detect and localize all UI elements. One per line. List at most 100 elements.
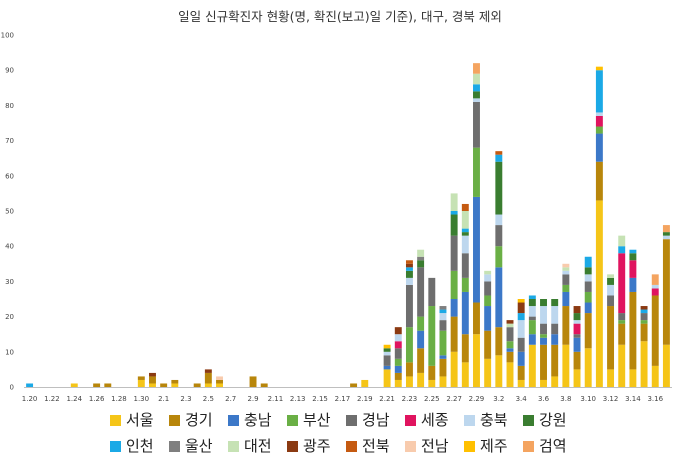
bar-segment	[417, 267, 425, 317]
bar-segment	[394, 334, 402, 342]
bar-segment	[618, 320, 626, 324]
bar-segment	[640, 323, 648, 342]
legend-swatch	[464, 415, 475, 426]
bar-segment	[450, 214, 458, 236]
bar-segment	[528, 299, 536, 307]
bar-segment	[640, 309, 648, 314]
bar-segment	[495, 225, 503, 247]
x-tick-label: 2.3	[180, 395, 191, 403]
bar-segment	[662, 239, 670, 345]
legend-label: 광주	[303, 437, 331, 455]
bar-segment	[405, 362, 413, 377]
bar-segment	[417, 372, 425, 387]
legend-label: 울산	[185, 437, 213, 455]
bar-segment	[584, 281, 592, 292]
bar-segment	[405, 267, 413, 271]
x-tick-label: 3.16	[647, 395, 663, 403]
bar-segment	[595, 133, 603, 162]
bar-segment	[461, 228, 469, 233]
x-tick-label: 2.13	[290, 395, 306, 403]
legend-swatch	[110, 441, 121, 452]
bar-segment	[405, 327, 413, 363]
bar-segment	[573, 337, 581, 352]
bar-segment	[473, 147, 480, 197]
bar-segment	[584, 302, 592, 314]
bar-segment	[383, 351, 391, 356]
bar-segment	[193, 383, 201, 387]
bar-segment	[350, 383, 358, 387]
bar-segment	[595, 115, 603, 127]
bar-segment	[540, 323, 547, 335]
bar-segment	[439, 355, 447, 359]
bar-segment	[618, 246, 626, 254]
bar-segment	[461, 334, 469, 363]
bar-segment	[439, 313, 447, 321]
bar-segment	[595, 161, 603, 201]
x-tick-label: 3.12	[603, 395, 619, 403]
x-tick-label: 1.24	[66, 395, 82, 403]
bar-segment	[137, 379, 145, 387]
bar-segment	[149, 372, 156, 377]
bar-segment	[484, 330, 492, 359]
legend-swatch	[228, 441, 239, 452]
x-tick-label: 2.17	[335, 395, 351, 403]
bar-segment	[595, 112, 603, 116]
y-tick-label: 70	[5, 137, 14, 145]
bar-segment	[461, 235, 469, 254]
bar-segment	[551, 323, 559, 335]
legend-swatch	[346, 415, 357, 426]
bar-segment	[461, 253, 469, 278]
bar-segment	[584, 348, 592, 387]
x-tick-label: 3.10	[580, 395, 596, 403]
bar-segment	[528, 316, 536, 321]
bar-segment	[540, 334, 547, 338]
legend-swatch	[169, 415, 180, 426]
bar-segment	[495, 151, 503, 155]
bar-segment	[607, 306, 615, 370]
bar-segment	[428, 379, 436, 387]
bar-segment	[562, 284, 570, 292]
bar-segment	[495, 154, 503, 162]
bar-segment	[662, 344, 670, 387]
y-tick-label: 60	[5, 172, 14, 180]
bar-segment	[495, 246, 503, 268]
bar-segment	[573, 323, 581, 335]
bar-segment	[405, 260, 413, 264]
bar-segment	[517, 337, 525, 352]
legend-label: 대전	[244, 437, 272, 455]
bar-segment	[216, 376, 223, 380]
bar-segment	[517, 379, 525, 387]
bar-segment	[450, 235, 458, 271]
bar-segment	[573, 351, 581, 370]
x-tick-label: 1.22	[44, 395, 60, 403]
bar-segment	[204, 369, 212, 373]
x-tick-label: 2.5	[203, 395, 214, 403]
legend-label: 강원	[539, 411, 567, 429]
bar-segment	[517, 351, 525, 366]
legend-swatch	[346, 441, 357, 452]
bar-segment	[484, 295, 492, 307]
bar-segment	[149, 383, 156, 387]
bar-segment	[629, 253, 637, 261]
bar-segment	[495, 161, 503, 215]
bar-segment	[361, 379, 369, 387]
x-tick-label: 2.23	[402, 395, 418, 403]
bar-segment	[417, 330, 425, 349]
bar-segment	[607, 295, 615, 307]
bar-segment	[149, 376, 156, 384]
bar-segment	[517, 313, 525, 321]
x-tick-label: 2.15	[312, 395, 328, 403]
bar-segment	[506, 323, 514, 328]
bar-segment	[517, 320, 525, 338]
bar-segment	[651, 284, 659, 289]
bar-segment	[439, 309, 447, 314]
bar-segment	[607, 369, 615, 387]
bar-segment	[651, 288, 659, 296]
bar-segment	[394, 379, 402, 387]
y-tick-label: 100	[1, 32, 14, 40]
bar-segment	[562, 267, 570, 271]
bar-segment	[573, 313, 581, 321]
x-tick-label: 1.20	[22, 395, 38, 403]
